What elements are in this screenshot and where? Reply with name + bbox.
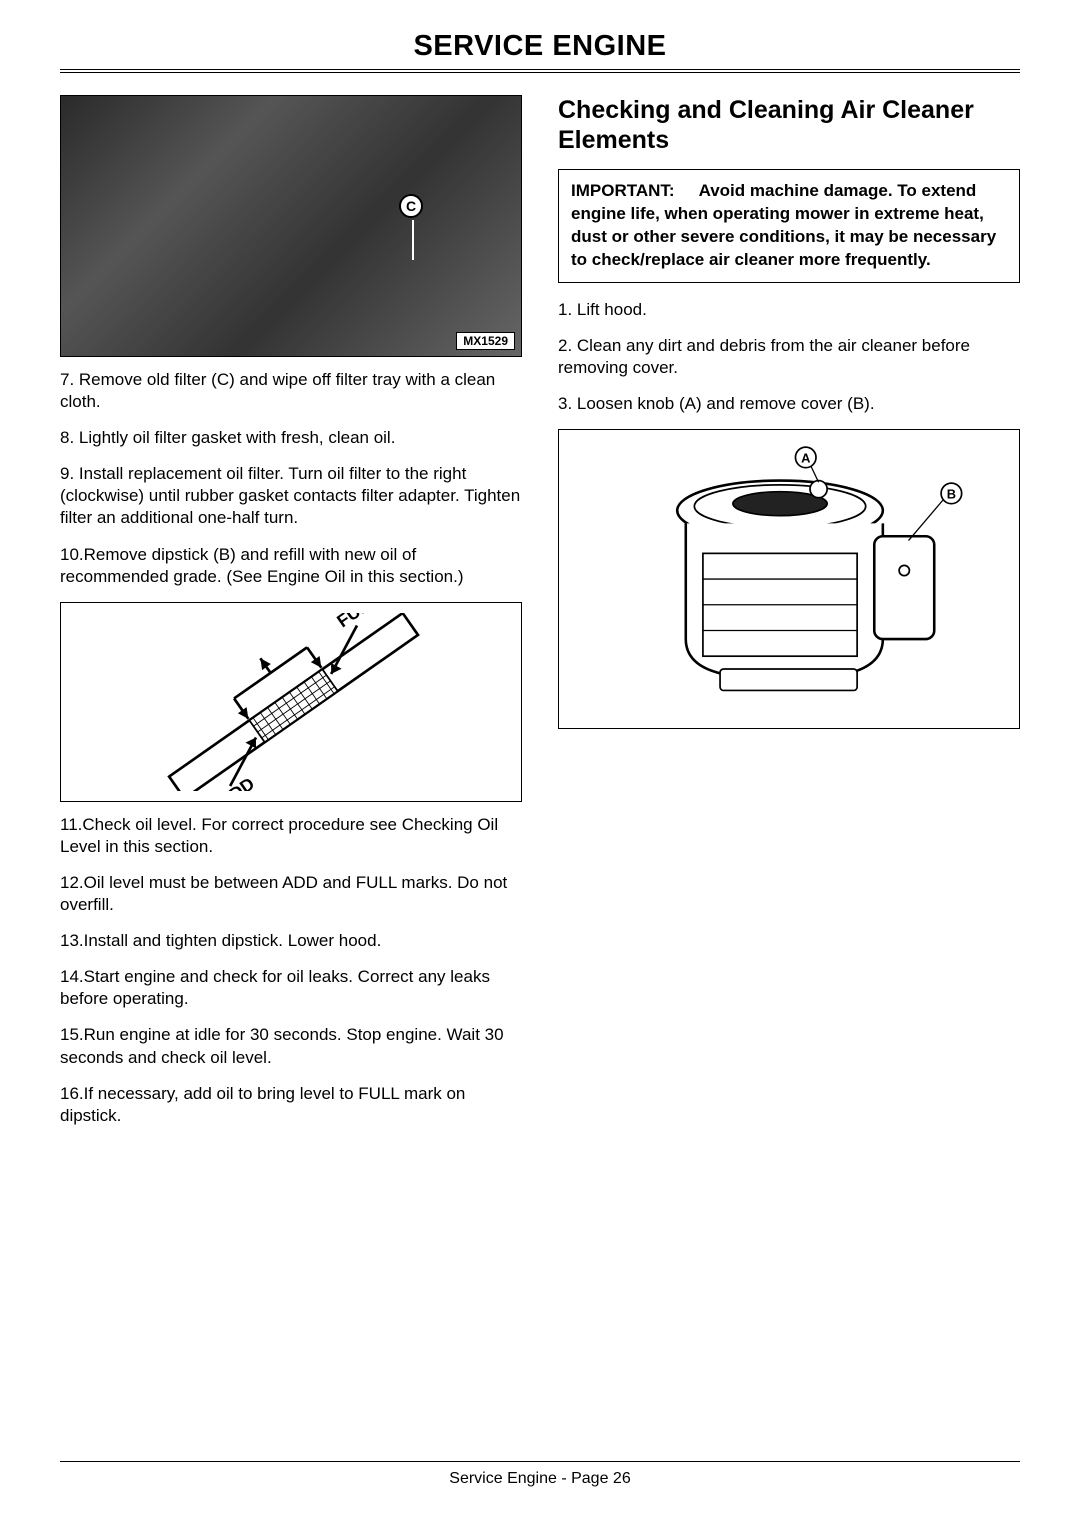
figure-oil-filter-photo: C MX1529 (60, 95, 522, 357)
page: SERVICE ENGINE C MX1529 7. Remove old fi… (0, 0, 1080, 1528)
right-column: Checking and Cleaning Air Cleaner Elemen… (558, 95, 1020, 1141)
step-12: 12.Oil level must be between ADD and FUL… (60, 872, 522, 916)
callout-a-label: A (801, 451, 810, 466)
step-8: 8. Lightly oil filter gasket with fresh,… (60, 427, 522, 449)
step-14: 14.Start engine and check for oil leaks.… (60, 966, 522, 1010)
right-step-2: 2. Clean any dirt and debris from the ai… (558, 335, 1020, 379)
content-columns: C MX1529 7. Remove old filter (C) and wi… (60, 95, 1020, 1141)
step-15: 15.Run engine at idle for 30 seconds. St… (60, 1024, 522, 1068)
step-16: 16.If necessary, add oil to bring level … (60, 1083, 522, 1127)
left-column: C MX1529 7. Remove old filter (C) and wi… (60, 95, 522, 1141)
dipstick-svg: ADD FULL (84, 613, 498, 791)
callout-b-label: B (947, 487, 956, 502)
footer: Service Engine - Page 26 (60, 1461, 1020, 1488)
photo-label: MX1529 (456, 332, 515, 350)
right-step-1: 1. Lift hood. (558, 299, 1020, 321)
section-heading: Checking and Cleaning Air Cleaner Elemen… (558, 95, 1020, 155)
page-title: SERVICE ENGINE (60, 30, 1020, 63)
crosshatch-icon (249, 669, 337, 742)
figure-dipstick: ADD FULL (60, 602, 522, 802)
step-9: 9. Install replacement oil filter. Turn … (60, 463, 522, 529)
important-box: IMPORTANT:Avoid machine damage. To exten… (558, 169, 1020, 283)
step-7: 7. Remove old filter (C) and wipe off fi… (60, 369, 522, 413)
footer-text: Service Engine - Page 26 (449, 1470, 630, 1487)
important-label: IMPORTANT: (571, 181, 675, 200)
photo-surface: C MX1529 (61, 96, 521, 356)
title-rule (60, 69, 1020, 73)
figure-engine-line-art: A B (558, 429, 1020, 729)
right-step-3: 3. Loosen knob (A) and remove cover (B). (558, 393, 1020, 415)
dipstick-full-label: FULL (333, 613, 382, 631)
step-13: 13.Install and tighten dipstick. Lower h… (60, 930, 522, 952)
step-10: 10.Remove dipstick (B) and refill with n… (60, 544, 522, 588)
engine-svg: A B (577, 442, 1000, 716)
callout-c-icon: C (399, 194, 423, 218)
step-11: 11.Check oil level. For correct procedur… (60, 814, 522, 858)
